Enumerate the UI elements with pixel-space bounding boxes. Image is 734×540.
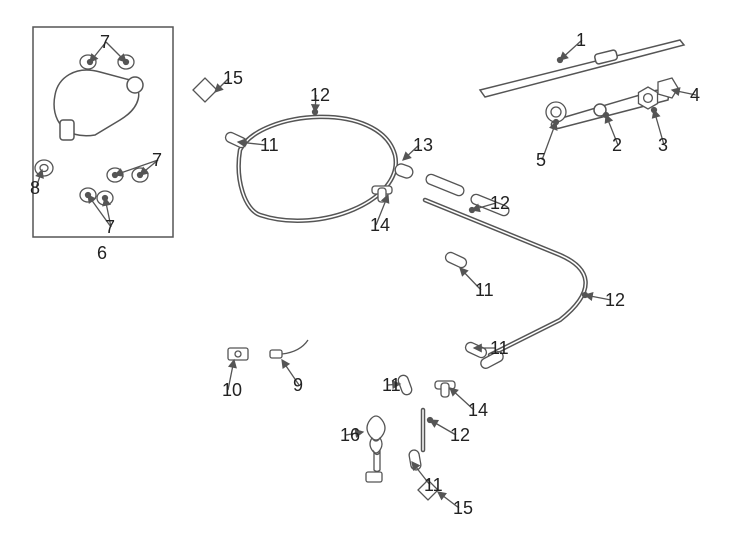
callout-12: 12 [490, 193, 510, 214]
callout-14: 14 [370, 215, 390, 236]
callout-7: 7 [105, 217, 115, 238]
assembly-box [33, 27, 173, 237]
callout-12: 12 [605, 290, 625, 311]
callout-16: 16 [340, 425, 360, 446]
wiper-arm [551, 90, 668, 128]
callout-9: 9 [293, 375, 303, 396]
callout-5: 5 [536, 150, 546, 171]
cap-nut [35, 160, 53, 176]
diagram-svg [0, 0, 734, 540]
callout-8: 8 [30, 178, 40, 199]
callout-4: 4 [690, 85, 700, 106]
callout-7: 7 [152, 150, 162, 171]
wiper-motor [54, 70, 143, 140]
callout-leaders [36, 40, 696, 508]
callout-15: 15 [453, 498, 473, 519]
callout-13: 13 [413, 135, 433, 156]
callout-11: 11 [382, 375, 401, 396]
callout-12: 12 [450, 425, 470, 446]
callout-11: 11 [490, 338, 509, 359]
callout-14: 14 [468, 400, 488, 421]
callout-1: 1 [576, 30, 586, 51]
parts-diagram: 1234567778910111111111112121212131414151… [0, 0, 734, 540]
callout-6: 6 [97, 243, 107, 264]
callout-7: 7 [100, 32, 110, 53]
callout-11: 11 [424, 475, 443, 496]
callout-12: 12 [310, 85, 330, 106]
washer-hoses [239, 117, 586, 450]
callout-2: 2 [612, 135, 622, 156]
grommets [80, 55, 148, 205]
callout-3: 3 [658, 135, 668, 156]
callout-15: 15 [223, 68, 243, 89]
callout-11: 11 [260, 135, 279, 156]
pivot-bracket [658, 78, 678, 98]
callout-11: 11 [475, 280, 494, 301]
callout-10: 10 [222, 380, 242, 401]
